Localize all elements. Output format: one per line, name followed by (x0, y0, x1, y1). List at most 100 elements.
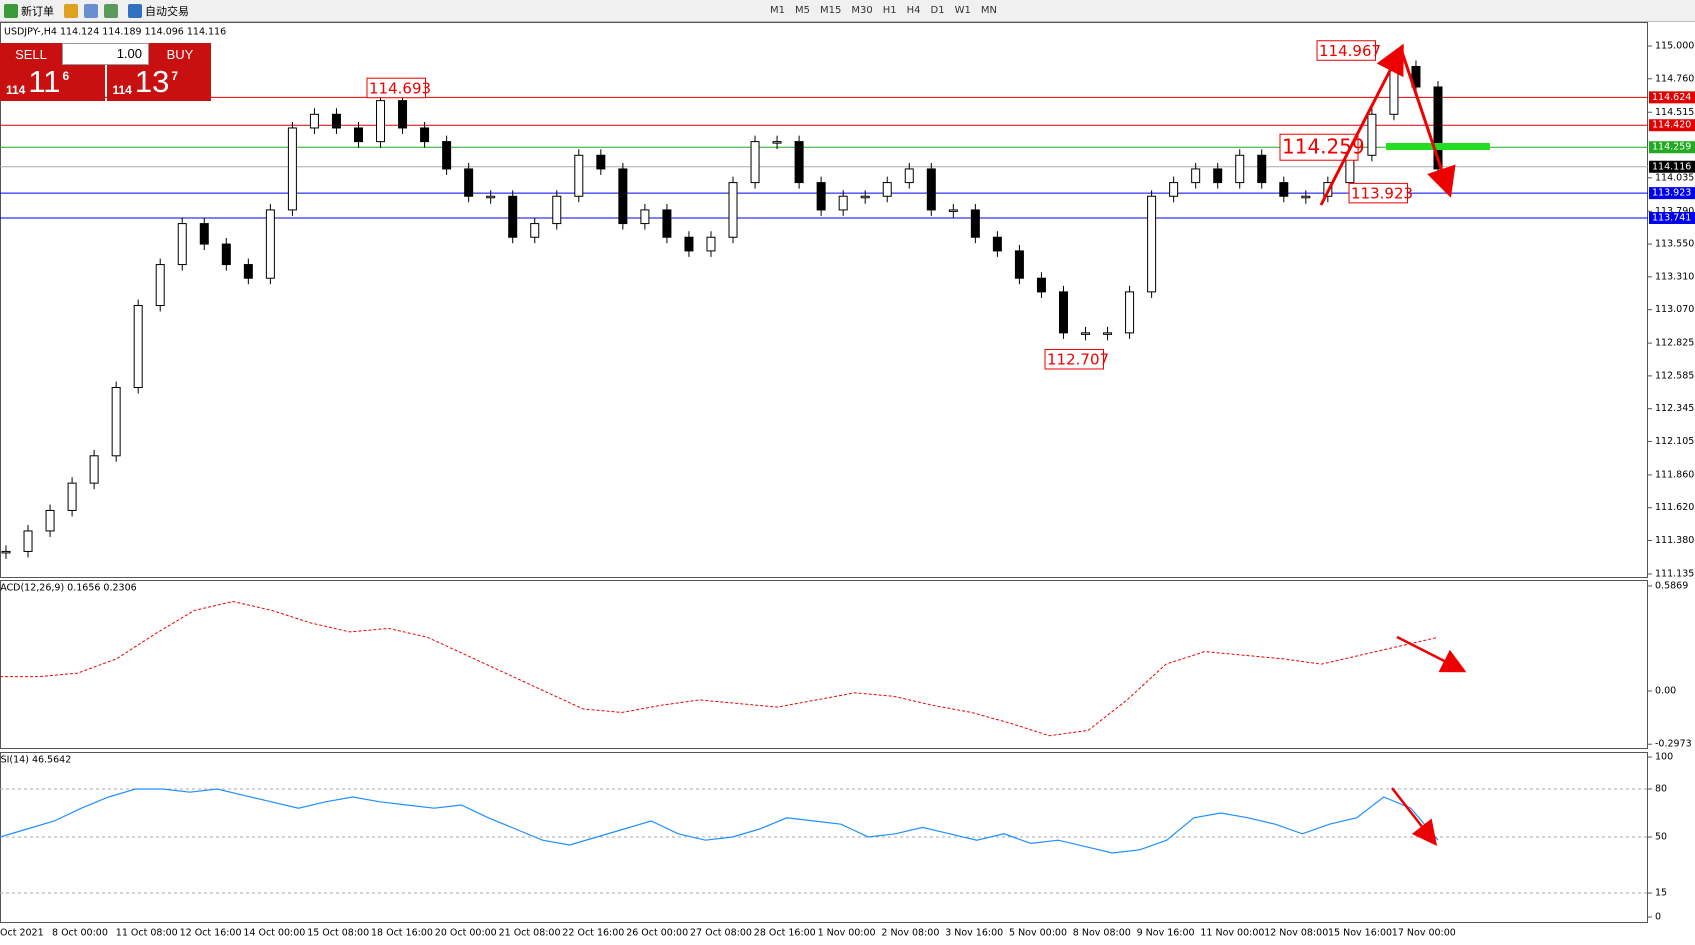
buy-price[interactable]: 114 13 7 (106, 64, 211, 101)
timeframe-button[interactable]: M30 (851, 5, 873, 16)
candle (794, 141, 804, 184)
trade-panel: SELL 1.00 BUY 114 11 6 114 13 7 (0, 43, 211, 101)
timeframe-button[interactable]: M1 (770, 5, 785, 16)
candle (376, 100, 386, 143)
candle (155, 264, 165, 307)
arrow (1391, 787, 1438, 846)
rsi-axis-label: 0 (1655, 912, 1661, 923)
candle (23, 530, 33, 552)
icon (64, 3, 78, 18)
icon (128, 3, 142, 18)
rsi-axis-label: 50 (1655, 832, 1667, 843)
icon (84, 3, 98, 18)
level-box (1649, 119, 1695, 132)
level-box (1649, 187, 1695, 200)
annotation-label: 114.967 (1319, 42, 1381, 60)
timeframe-button[interactable]: W1 (954, 5, 971, 16)
button-label: 自动交易 (145, 4, 189, 18)
time-label: 15 Oct 08:00 (307, 928, 369, 939)
candle (420, 127, 430, 143)
timeframe-button[interactable]: D1 (930, 5, 945, 16)
new-order-button[interactable]: 新订单 (0, 3, 58, 19)
candle (486, 195, 496, 199)
candle (1058, 291, 1068, 334)
candle (1213, 168, 1223, 184)
symbol-info: USDJPY-,H4 114.124 114.189 114.096 114.1… (4, 27, 226, 38)
lot-input[interactable]: 1.00 (62, 43, 149, 65)
level-label: 114.420 (1652, 120, 1691, 131)
auto-trade-button[interactable]: 自动交易 (124, 3, 193, 19)
price-axis-label: 113.790 (1655, 206, 1694, 217)
level-label: 114.624 (1652, 92, 1691, 103)
candle (596, 154, 606, 170)
price-big: 114 (6, 83, 26, 97)
time-label: 21 Oct 08:00 (499, 928, 561, 939)
candle (530, 223, 540, 238)
candle (1235, 154, 1245, 184)
price-axis-label: 111.620 (1655, 502, 1694, 513)
time-label: 15 Nov 16:00 (1328, 928, 1392, 939)
price-sup: 7 (171, 69, 179, 83)
candle (353, 127, 363, 143)
timeframe-button[interactable]: MN (980, 5, 997, 16)
candle (926, 168, 936, 211)
candle (331, 113, 341, 129)
icon (4, 3, 18, 18)
candle (1389, 65, 1399, 115)
candle (552, 195, 562, 225)
arrow (1399, 48, 1456, 198)
buy-button[interactable]: BUY (149, 43, 211, 65)
time-label: 1 Nov 00:00 (818, 928, 876, 939)
time-label: 11 Oct 08:00 (116, 928, 178, 939)
price-axis-label: 112.585 (1655, 370, 1694, 381)
timeframe-button[interactable]: M15 (820, 5, 842, 16)
timeframe-button[interactable]: H1 (882, 5, 897, 16)
sell-button[interactable]: SELL (0, 43, 62, 65)
time-label: 20 Oct 00:00 (435, 928, 497, 939)
candle (1103, 332, 1113, 335)
candle (1036, 277, 1046, 293)
timeframes: M1 M5 M15 M30 H1 H4 D1 W1 MN (765, 5, 1002, 16)
price-axis-label: 111.380 (1655, 535, 1694, 546)
candle (133, 305, 143, 389)
green-zone (1386, 143, 1490, 150)
candle (1081, 332, 1091, 335)
time-label: 12 Nov 08:00 (1264, 928, 1328, 939)
candle (1257, 154, 1267, 184)
toolbar: 新订单 自动交易 M1 M5 M15 M30 H1 H4 D1 W1 MN (0, 0, 1695, 22)
candle (89, 455, 99, 484)
candle (706, 236, 716, 252)
macd-axis-label: 0.00 (1655, 686, 1676, 697)
price-axis-label: 114.035 (1655, 172, 1694, 183)
icon (104, 3, 118, 18)
candle (1169, 182, 1179, 197)
annotation-box (1316, 40, 1376, 61)
candle (728, 182, 738, 238)
sell-price[interactable]: 114 11 6 (0, 65, 105, 101)
candle (177, 223, 187, 266)
candle (1147, 195, 1157, 293)
candle (750, 141, 760, 184)
time-label: 14 Oct 00:00 (243, 928, 305, 939)
time-label: 8 Nov 08:00 (1073, 928, 1131, 939)
level-label: 114.116 (1652, 161, 1691, 172)
candle (1367, 113, 1377, 156)
level-box (1649, 211, 1695, 224)
candle (662, 209, 672, 238)
timeframe-button[interactable]: H4 (906, 5, 921, 16)
candle (640, 209, 650, 225)
price-main: 13 (134, 64, 170, 99)
candle (67, 482, 77, 511)
timeframe-button[interactable]: M5 (795, 5, 810, 16)
time-label: Oct 2021 (0, 928, 44, 939)
candle (464, 168, 474, 197)
rsi-axis-label: 80 (1655, 784, 1667, 795)
candle (1014, 250, 1024, 279)
candle (838, 195, 848, 211)
candle (287, 127, 297, 211)
level-label: 113.741 (1652, 212, 1691, 223)
candle (970, 209, 980, 238)
candle (816, 182, 826, 211)
time-label: 12 Oct 16:00 (180, 928, 242, 939)
